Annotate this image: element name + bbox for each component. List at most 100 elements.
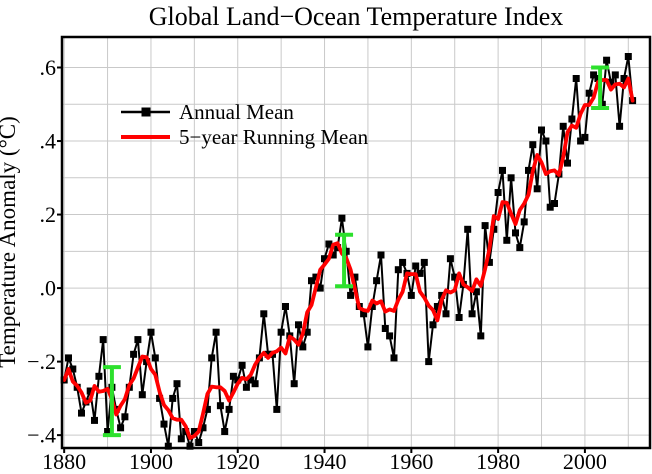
data-point-marker <box>325 240 333 248</box>
data-point-marker <box>572 75 580 82</box>
data-point-marker <box>507 174 515 182</box>
y-axis-label: Temperature Anomaly (°C) <box>0 116 20 368</box>
data-point-marker <box>329 251 337 259</box>
data-point-marker <box>420 258 428 266</box>
data-point-marker <box>303 328 311 336</box>
data-point-marker <box>516 244 524 252</box>
data-point-marker <box>585 89 593 97</box>
y-axis-tick-labels: .6 .4 .2 .0 −.2 −.4 <box>27 55 56 448</box>
data-point-marker <box>416 269 424 277</box>
data-point-marker <box>203 405 211 413</box>
plot-frame <box>60 35 652 450</box>
data-point-marker <box>381 325 389 332</box>
data-point-marker <box>520 218 528 226</box>
data-point-marker <box>338 214 346 222</box>
x-tick-label: 1920 <box>216 449 260 474</box>
data-point-marker <box>134 336 142 344</box>
data-point-marker <box>386 332 394 340</box>
data-point-marker <box>551 200 558 207</box>
data-point-marker <box>234 376 242 384</box>
x-tick-label: 2000 <box>563 449 607 474</box>
data-point-marker <box>564 159 571 167</box>
x-axis-tick-labels: 1880 1900 1920 1940 1960 1980 2000 <box>42 449 607 474</box>
data-point-marker <box>607 78 615 86</box>
y-tick-label: −.4 <box>27 423 56 448</box>
data-point-marker <box>407 291 415 299</box>
data-point-marker <box>164 442 172 450</box>
data-point-marker <box>221 428 229 435</box>
data-point-marker <box>151 354 159 362</box>
data-point-marker <box>399 258 407 266</box>
data-point-marker <box>364 343 372 351</box>
data-point-marker <box>451 273 459 281</box>
data-point-marker <box>616 122 624 130</box>
data-point-marker <box>603 56 611 64</box>
data-point-marker <box>351 273 359 281</box>
x-tick-label: 1880 <box>42 449 86 474</box>
data-point-marker <box>581 133 589 141</box>
data-point-marker <box>390 354 398 362</box>
x-tick-label: 1900 <box>129 449 173 474</box>
data-point-marker <box>624 53 632 60</box>
data-point-marker <box>95 372 103 380</box>
data-point-marker <box>611 71 619 79</box>
data-point-marker <box>533 185 541 193</box>
data-point-marker <box>312 273 320 281</box>
y-tick-label: .4 <box>40 129 57 154</box>
annual-mean-legend-label: Annual Mean <box>179 100 294 124</box>
data-point-marker <box>546 203 554 211</box>
data-point-marker <box>481 222 489 230</box>
data-point-marker <box>208 354 216 362</box>
data-point-marker <box>69 365 77 373</box>
data-point-marker <box>477 332 485 340</box>
chart-title: Global Land−Ocean Temperature Index <box>149 2 563 31</box>
y-tick-label: .0 <box>40 276 57 301</box>
data-point-marker <box>229 372 237 380</box>
data-point-marker <box>590 71 598 79</box>
data-point-marker <box>525 166 532 174</box>
data-point-marker <box>442 310 450 318</box>
data-point-marker <box>529 141 537 149</box>
data-point-marker <box>121 413 129 421</box>
uncertainty-bars <box>102 65 610 438</box>
data-point-marker <box>199 424 207 432</box>
data-point-marker <box>177 435 185 443</box>
data-point-marker <box>455 314 463 321</box>
data-point-marker <box>568 115 576 123</box>
data-point-marker <box>425 358 433 366</box>
data-point-marker <box>99 336 107 344</box>
annual-mean-markers <box>60 53 637 450</box>
running-mean-legend-label: 5−year Running Mean <box>179 125 369 149</box>
data-point-marker <box>559 122 567 130</box>
y-tick-label: −.2 <box>27 349 56 374</box>
data-point-marker <box>433 303 441 310</box>
data-point-marker <box>316 284 324 292</box>
data-point-marker <box>91 416 98 424</box>
data-point-marker <box>78 409 85 417</box>
data-point-marker <box>373 277 381 285</box>
data-point-marker <box>247 376 255 384</box>
data-point-marker <box>156 394 164 402</box>
legend: Annual Mean 5−year Running Mean <box>121 100 369 149</box>
data-point-marker <box>173 380 181 388</box>
data-point-marker <box>277 328 285 336</box>
data-point-marker <box>446 255 454 263</box>
data-point-marker <box>308 277 315 285</box>
annual-mean-legend-marker <box>141 107 151 117</box>
data-point-marker <box>251 380 259 388</box>
data-point-marker <box>368 303 376 310</box>
data-point-marker <box>394 266 402 274</box>
data-point-marker <box>499 166 506 174</box>
data-point-marker <box>577 137 585 145</box>
x-tick-label: 1960 <box>389 449 433 474</box>
y-tick-label: .6 <box>40 55 57 80</box>
series-layer <box>60 53 637 450</box>
data-point-marker <box>295 321 302 329</box>
data-point-marker <box>468 310 476 318</box>
x-tick-label: 1940 <box>303 449 347 474</box>
data-point-marker <box>594 75 602 82</box>
data-point-marker <box>299 343 307 351</box>
data-point-marker <box>538 126 545 134</box>
data-point-marker <box>360 310 368 318</box>
data-point-marker <box>130 350 138 358</box>
